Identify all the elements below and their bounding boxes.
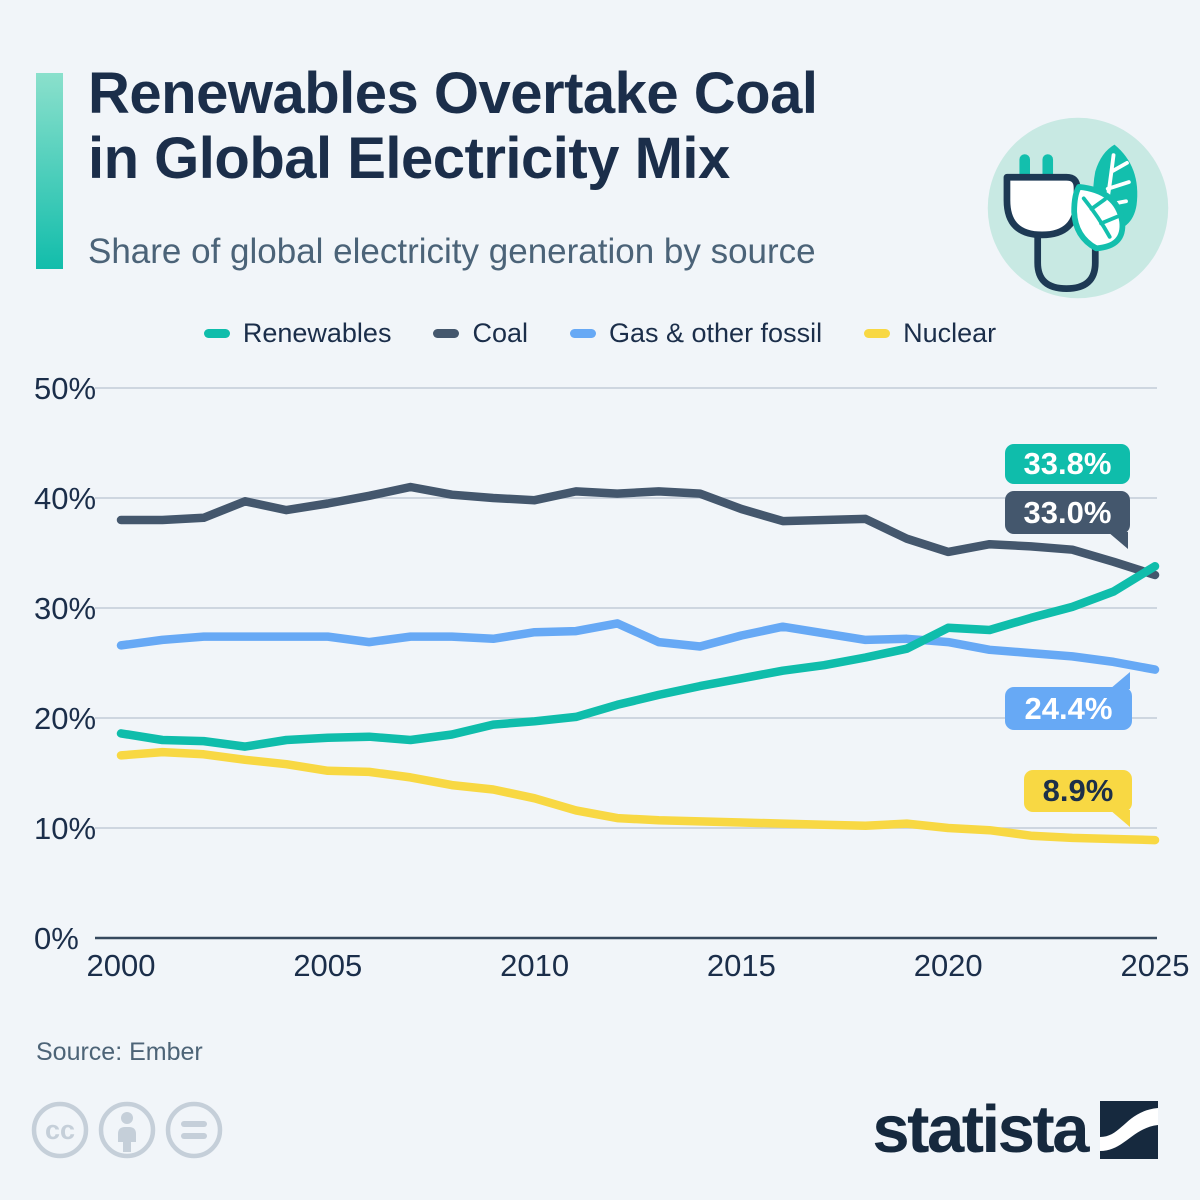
title-line-2: in Global Electricity Mix <box>88 125 730 191</box>
statista-logo-mark <box>1100 1100 1158 1159</box>
y-tick-label: 50% <box>34 371 96 406</box>
value-label-renewables-text: 33.8% <box>1023 446 1112 481</box>
legend-label: Renewables <box>242 318 392 348</box>
legend-swatch <box>203 329 230 338</box>
plug-body <box>1003 173 1081 239</box>
source-note: Source: Ember <box>36 1038 203 1066</box>
value-label-coal-pointer <box>1108 532 1128 549</box>
value-label-nuclear-text: 8.9% <box>1042 773 1114 808</box>
accent-bar <box>36 73 63 269</box>
x-tick-label: 2020 <box>914 948 983 983</box>
value-label-coal-text: 33.0% <box>1023 494 1112 530</box>
chart-legend: Renewables Coal Gas & other fossil Nuclear <box>0 318 1200 349</box>
y-tick-label: 30% <box>34 591 96 626</box>
leaf-back-veins <box>1102 153 1131 225</box>
x-tick-label: 2010 <box>500 948 569 983</box>
page-title: Renewables Overtake Coal in Global Elect… <box>88 61 818 192</box>
legend-item-coal: Coal <box>433 318 528 349</box>
legend-item-nuclear: Nuclear <box>864 318 996 349</box>
statista-wordmark: statista <box>872 1092 1089 1167</box>
value-label-gas: 24.4% <box>1005 672 1132 730</box>
value-label-nuclear: 8.9% <box>1024 770 1132 827</box>
svg-text:cc: cc <box>45 1115 75 1145</box>
y-tick-label: 40% <box>34 481 96 516</box>
plug-leaf-icon <box>987 117 1169 299</box>
legend-swatch <box>433 329 460 338</box>
series-line-renewables <box>116 561 1160 751</box>
x-tick-label: 2015 <box>707 948 776 983</box>
cc-nd-equals-icon <box>165 1101 223 1159</box>
leaf-front-veins <box>1081 196 1120 239</box>
legend-label: Gas & other fossil <box>608 318 823 348</box>
legend-swatch <box>864 329 891 338</box>
legend-item-renewables: Renewables <box>203 318 392 349</box>
legend-label: Coal <box>472 318 528 348</box>
y-tick-label: 10% <box>34 811 96 846</box>
y-tick-label: 0% <box>34 921 79 956</box>
x-tick-label: 2025 <box>1121 948 1190 983</box>
x-tick-label: 2000 <box>87 948 156 983</box>
statista-logo: statista <box>872 1096 1158 1163</box>
value-label-gas-text: 24.4% <box>1024 690 1113 726</box>
series-line-gas-other-fossil <box>116 619 1160 674</box>
title-line-1: Renewables Overtake Coal <box>88 61 818 126</box>
legend-label: Nuclear <box>903 318 997 348</box>
page-subtitle: Share of global electricity generation b… <box>88 232 816 271</box>
x-tick-label: 2005 <box>293 948 362 983</box>
cc-by-person-icon <box>98 1101 156 1159</box>
series-line-coal <box>116 482 1160 580</box>
y-tick-label: 20% <box>34 701 96 736</box>
value-label-coal: 33.0% <box>1005 491 1130 549</box>
value-label-nuclear-pointer <box>1110 810 1130 827</box>
legend-item-gas-other-fossil: Gas & other fossil <box>569 318 823 349</box>
value-label-gas-pointer <box>1110 672 1130 689</box>
chart-svg: 0% 10% 20% 30% 40% 50% 2000 2005 2010 2015 2020 202… <box>34 371 1190 983</box>
cc-icon: cc <box>31 1101 89 1159</box>
legend-swatch <box>569 329 596 338</box>
cc-license-icons: cc <box>31 1101 223 1159</box>
value-label-renewables: 33.8% <box>1005 444 1130 484</box>
plug-cord <box>1034 227 1099 293</box>
series-line-nuclear <box>116 747 1160 845</box>
